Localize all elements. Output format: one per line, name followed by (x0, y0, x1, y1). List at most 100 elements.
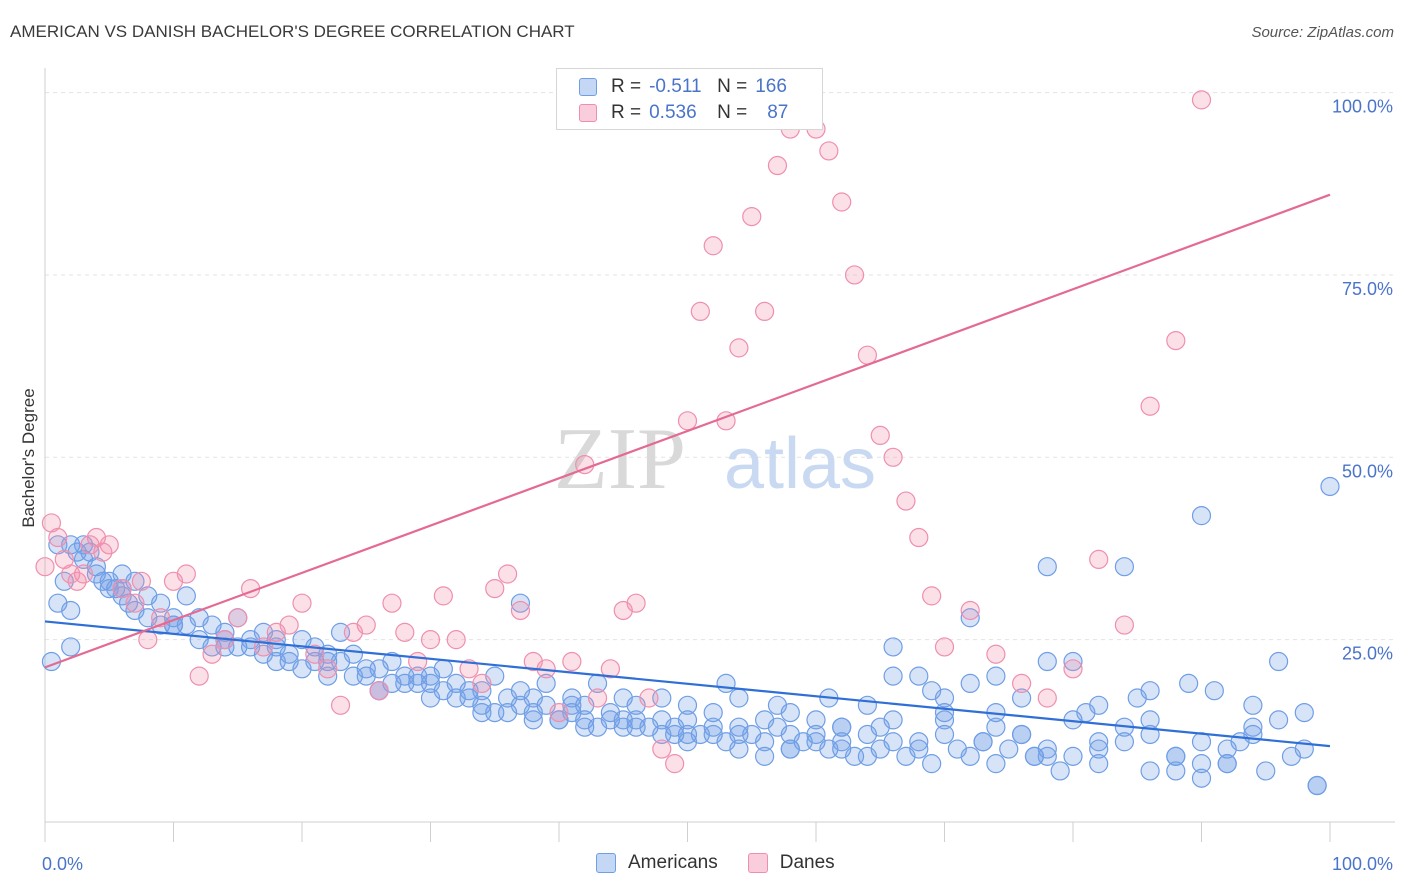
american-point (215, 622, 235, 642)
american-point (395, 673, 415, 694)
dane-point (35, 557, 55, 577)
american-point (1037, 746, 1057, 766)
dane-point (446, 630, 466, 650)
y-tick-label: 75.0% (1342, 279, 1393, 299)
american-point (754, 746, 775, 766)
legend-n-value: 87 (767, 102, 789, 123)
american-point (1268, 710, 1289, 730)
y-tick-label: 50.0% (1342, 461, 1393, 481)
american-point (176, 586, 196, 606)
american-point (652, 724, 672, 745)
american-point (498, 702, 518, 723)
gridlines (45, 92, 1395, 641)
american-point (960, 673, 980, 694)
american-point (1011, 688, 1032, 708)
dane-point (652, 739, 672, 759)
american-point (1307, 775, 1327, 796)
american-point (1204, 681, 1224, 701)
dane-point (922, 586, 942, 606)
american-point (1063, 746, 1083, 766)
american-point (1140, 681, 1160, 701)
dane-point (1166, 330, 1186, 351)
dane-point (433, 586, 453, 606)
dane-point (253, 637, 274, 657)
x-tick-label: 100.0% (1332, 854, 1393, 874)
dane-point (870, 425, 890, 446)
american-point (677, 695, 698, 715)
american-point (1320, 476, 1340, 497)
dane-point (48, 527, 68, 548)
axes (44, 68, 1395, 842)
american-point (446, 673, 466, 694)
danes-label: Danes (779, 852, 835, 873)
dane-point (832, 192, 852, 212)
american-point (729, 717, 749, 737)
american-point (703, 702, 723, 723)
legend-item-americans: Americans (596, 852, 718, 874)
dane-point (960, 600, 980, 621)
american-point (1191, 768, 1212, 788)
american-point (832, 717, 852, 737)
american-point (677, 710, 698, 730)
dane-point (292, 593, 312, 613)
american-point (986, 717, 1006, 737)
dane-point (369, 681, 389, 701)
dane-point (498, 564, 518, 584)
american-point (909, 666, 929, 686)
american-point (1114, 557, 1135, 577)
dane-point (131, 571, 151, 591)
american-point (1256, 761, 1276, 781)
dane-point (1114, 615, 1135, 635)
legend-row-danes: R = 0.536 N = 87 (579, 101, 788, 125)
dane-point (485, 578, 505, 599)
american-point (472, 681, 492, 701)
american-point (934, 702, 955, 723)
x-tick-label: 0.0% (42, 854, 83, 874)
american-point (1011, 724, 1032, 745)
dane-point (330, 695, 351, 715)
dane-point (1191, 90, 1212, 110)
legend-r-value: -0.511 (649, 76, 702, 97)
dane-point (125, 593, 145, 613)
dane-point (420, 630, 441, 650)
dane-point (395, 622, 415, 642)
american-point (934, 724, 955, 745)
american-point (600, 710, 621, 730)
legend-r-label: R = (611, 102, 642, 123)
american-point (754, 732, 775, 752)
dane-point (896, 491, 916, 511)
american-point (420, 688, 441, 708)
dane-point (587, 688, 608, 708)
dane-point (909, 527, 929, 548)
dane-point (690, 301, 710, 322)
dane-point (228, 608, 248, 628)
dane-point (549, 702, 569, 723)
dane-point (99, 535, 119, 555)
y-axis-label: Bachelor's Degree (19, 388, 38, 527)
american-point (1050, 761, 1070, 781)
american-point (1037, 651, 1057, 672)
american-point (626, 717, 646, 737)
americans-points (41, 476, 1340, 796)
american-point (1089, 754, 1109, 774)
dane-point (279, 615, 299, 635)
dane-point (626, 593, 646, 613)
dane-point (729, 338, 749, 358)
dane-point (754, 301, 775, 322)
american-point (1166, 746, 1186, 766)
dane-point (510, 600, 531, 621)
chart-title: AMERICAN VS DANISH BACHELOR'S DEGREE COR… (10, 22, 575, 41)
dane-point (382, 593, 402, 613)
dane-point (459, 659, 479, 679)
dane-point (986, 644, 1006, 664)
american-point (1140, 710, 1160, 730)
dane-point (767, 155, 788, 176)
y-tick-label: 100.0% (1332, 97, 1393, 117)
american-point (677, 732, 698, 752)
dane-point (665, 754, 685, 774)
american-point (1089, 732, 1109, 752)
dane-point (703, 236, 723, 256)
american-point (1140, 761, 1160, 781)
american-point (806, 710, 826, 730)
legend-n-label: N = (717, 102, 748, 123)
